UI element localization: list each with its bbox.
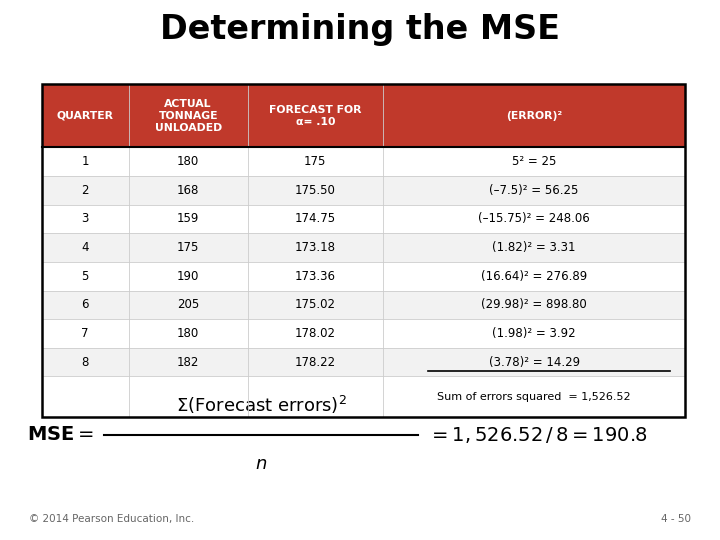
- Bar: [42, 84, 685, 417]
- Text: (29.98)² = 898.80: (29.98)² = 898.80: [481, 298, 587, 312]
- Text: 173.18: 173.18: [294, 241, 336, 254]
- Text: FORECAST FOR
α= .10: FORECAST FOR α= .10: [269, 105, 361, 126]
- Text: $\mathit{n}$: $\mathit{n}$: [255, 455, 267, 474]
- Text: Determining the MSE: Determining the MSE: [160, 13, 560, 46]
- Text: 8: 8: [81, 355, 89, 369]
- Bar: [42, 291, 685, 319]
- Text: 178.22: 178.22: [294, 355, 336, 369]
- Text: 173.36: 173.36: [294, 269, 336, 283]
- Bar: [42, 348, 685, 376]
- Text: 159: 159: [177, 212, 199, 226]
- Text: $\mathbf{MSE} =$: $\mathbf{MSE} =$: [27, 425, 94, 444]
- Bar: [42, 84, 685, 147]
- Text: (1.98)² = 3.92: (1.98)² = 3.92: [492, 327, 576, 340]
- Bar: [42, 205, 685, 233]
- Text: ACTUAL
TONNAGE
UNLOADED: ACTUAL TONNAGE UNLOADED: [155, 99, 222, 132]
- Text: © 2014 Pearson Education, Inc.: © 2014 Pearson Education, Inc.: [29, 514, 194, 524]
- Text: 180: 180: [177, 155, 199, 168]
- Text: $= 1,526.52\,/\,8 = 190.8$: $= 1,526.52\,/\,8 = 190.8$: [428, 424, 648, 445]
- Text: 5² = 25: 5² = 25: [512, 155, 557, 168]
- Bar: [42, 233, 685, 262]
- Text: 175: 175: [177, 241, 199, 254]
- Bar: [42, 319, 685, 348]
- Text: 168: 168: [177, 184, 199, 197]
- Text: 190: 190: [177, 269, 199, 283]
- Text: 7: 7: [81, 327, 89, 340]
- Text: 182: 182: [177, 355, 199, 369]
- Bar: [42, 262, 685, 291]
- Bar: [42, 147, 685, 176]
- Text: (–7.5)² = 56.25: (–7.5)² = 56.25: [490, 184, 579, 197]
- Text: $\Sigma$(Forecast errors)$^{2}$: $\Sigma$(Forecast errors)$^{2}$: [176, 394, 346, 416]
- Text: (3.78)² = 14.29: (3.78)² = 14.29: [489, 355, 580, 369]
- Text: 180: 180: [177, 327, 199, 340]
- Text: 174.75: 174.75: [294, 212, 336, 226]
- Text: 175.02: 175.02: [294, 298, 336, 312]
- Text: 2: 2: [81, 184, 89, 197]
- Text: Sum of errors squared  = 1,526.52: Sum of errors squared = 1,526.52: [437, 392, 631, 402]
- Text: 175: 175: [304, 155, 326, 168]
- Text: 3: 3: [81, 212, 89, 226]
- Text: 4 - 50: 4 - 50: [661, 514, 691, 524]
- Text: (–15.75)² = 248.06: (–15.75)² = 248.06: [478, 212, 590, 226]
- Text: (1.82)² = 3.31: (1.82)² = 3.31: [492, 241, 576, 254]
- Text: (16.64)² = 276.89: (16.64)² = 276.89: [481, 269, 588, 283]
- Text: 4: 4: [81, 241, 89, 254]
- Text: 175.50: 175.50: [295, 184, 336, 197]
- Text: 1: 1: [81, 155, 89, 168]
- Text: QUARTER: QUARTER: [57, 111, 114, 120]
- Text: 6: 6: [81, 298, 89, 312]
- Text: 178.02: 178.02: [294, 327, 336, 340]
- Bar: [42, 176, 685, 205]
- Bar: [42, 376, 685, 417]
- Text: 205: 205: [177, 298, 199, 312]
- Text: 5: 5: [81, 269, 89, 283]
- Text: (ERROR)²: (ERROR)²: [506, 111, 562, 120]
